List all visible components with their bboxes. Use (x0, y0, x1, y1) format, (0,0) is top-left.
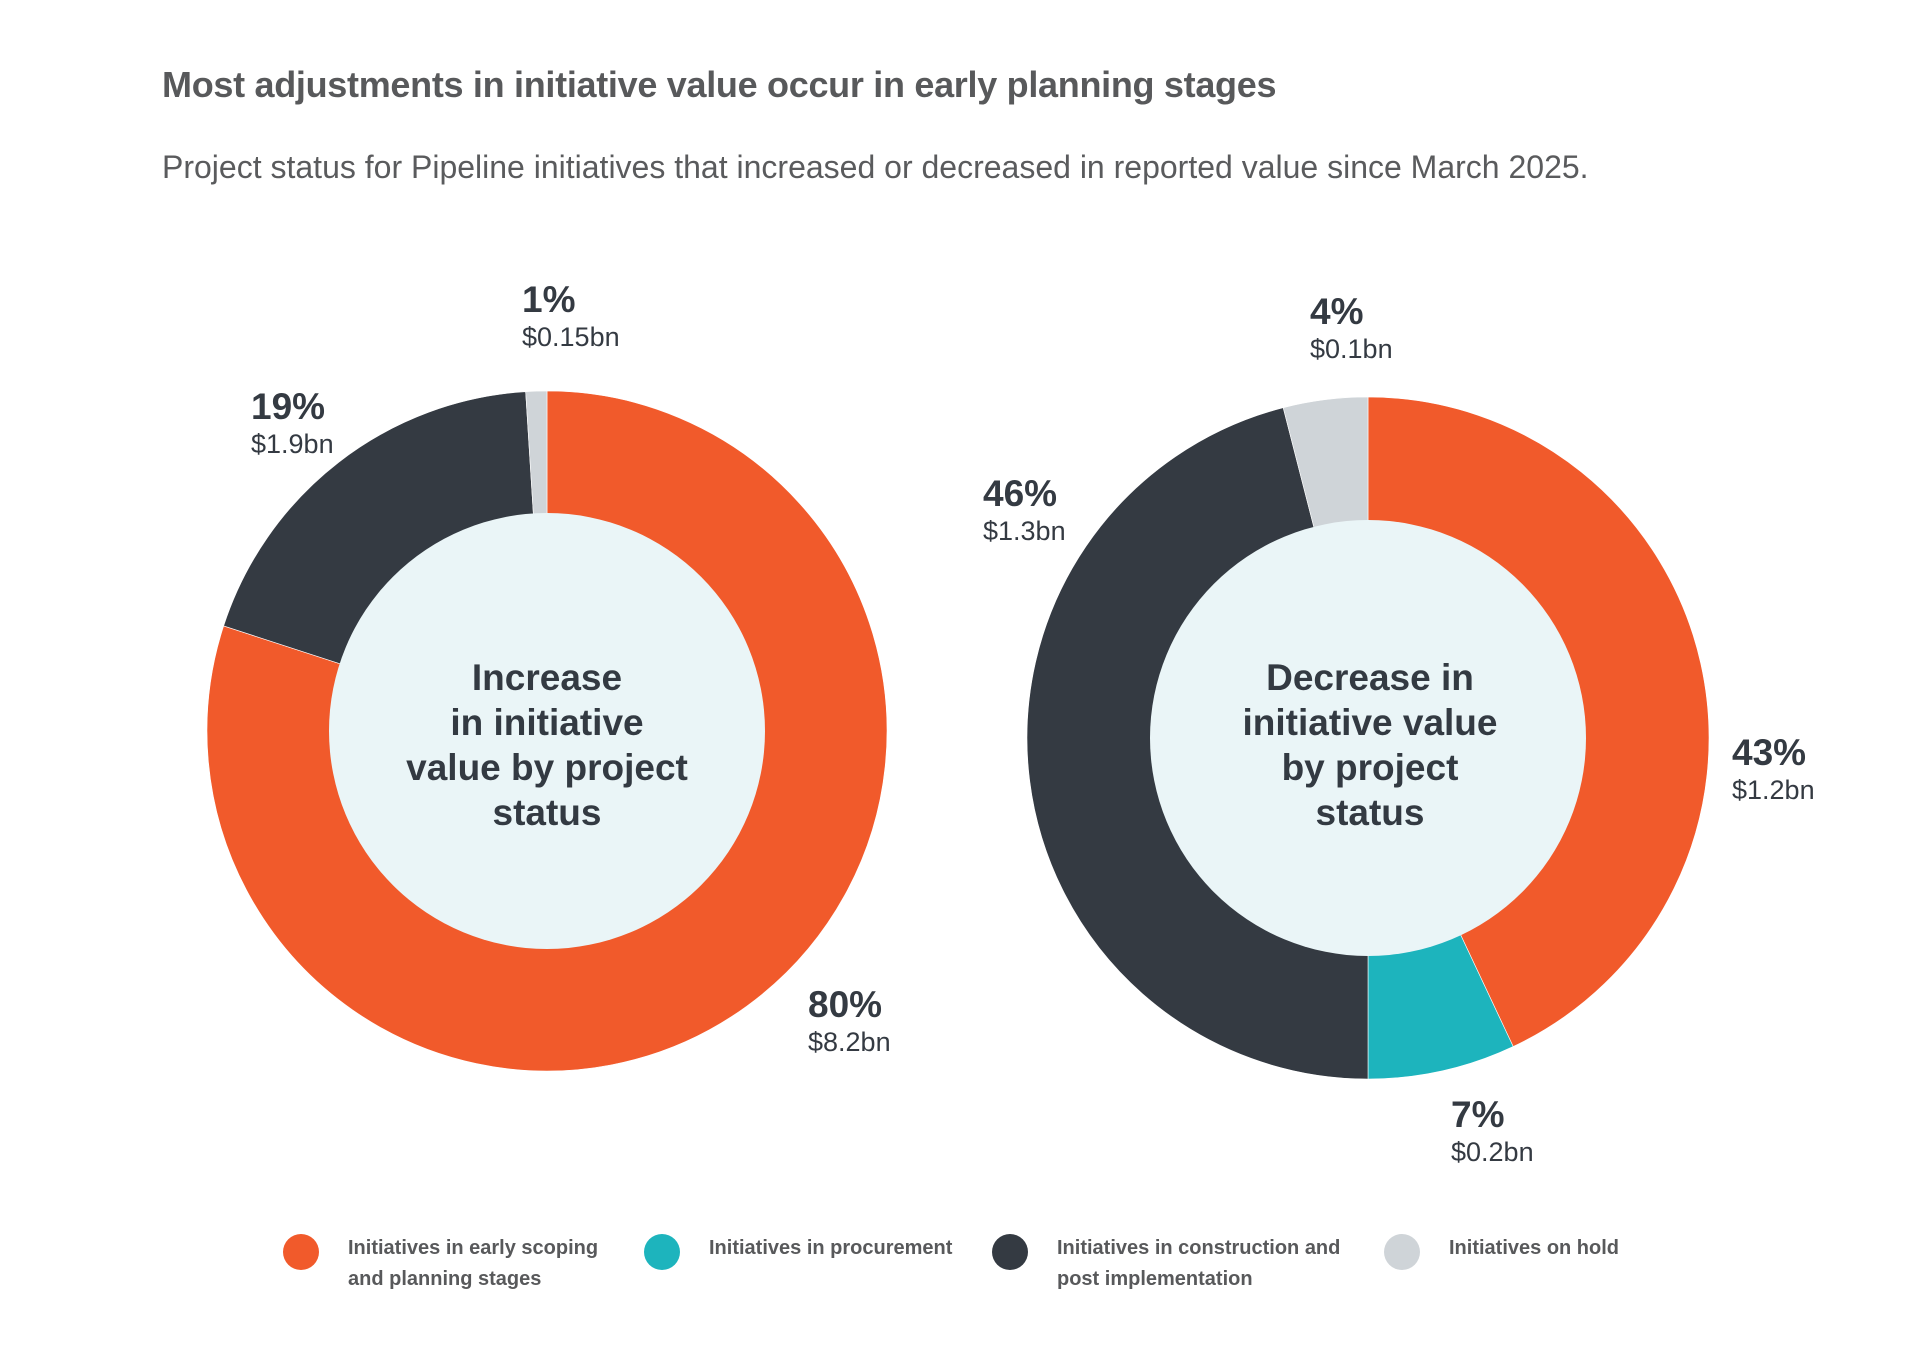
legend-item-on-hold: Initiatives on hold (1384, 1233, 1699, 1270)
legend-label: Initiatives in construction and post imp… (1057, 1237, 1341, 1290)
donut-center (1150, 520, 1586, 956)
center-label-line: status (1315, 792, 1425, 833)
slice-value: $1.9bn (251, 429, 334, 459)
center-label-line: Decrease in (1266, 657, 1474, 698)
legend: Initiatives in early scoping and plannin… (0, 1233, 1920, 1303)
slice-label-increase-on-hold: 1% $0.15bn (522, 280, 620, 354)
slice-percent: 43% (1732, 732, 1807, 773)
legend-label: Initiatives in early scoping and plannin… (348, 1237, 599, 1290)
legend-swatch (644, 1234, 680, 1270)
slice-label-decrease-procurement: 7% $0.2bn (1451, 1095, 1534, 1169)
decrease-donut (1026, 396, 1710, 1080)
slice-percent: 19% (251, 386, 326, 427)
slice-value: $1.3bn (983, 516, 1066, 546)
legend-swatch (992, 1234, 1028, 1270)
slice-value: $0.15bn (522, 322, 620, 352)
legend-label: Initiatives in procurement (709, 1237, 953, 1259)
slice-label-decrease-early-scoping: 43% $1.2bn (1732, 733, 1815, 807)
slice-percent: 1% (522, 279, 576, 320)
slice-percent: 46% (983, 473, 1058, 514)
slice-value: $0.2bn (1451, 1137, 1534, 1167)
donut-center-label-increase: Increase in initiative value by project … (367, 655, 727, 835)
center-label-line: status (492, 792, 602, 833)
slice-value: $8.2bn (808, 1027, 891, 1057)
donut-center-label-decrease: Decrease in initiative value by project … (1190, 655, 1550, 835)
legend-item-early-scoping: Initiatives in early scoping and plannin… (283, 1233, 618, 1295)
slice-percent: 4% (1310, 291, 1364, 332)
legend-label: Initiatives on hold (1449, 1237, 1620, 1259)
center-label-line: in initiative (450, 702, 644, 743)
slice-label-increase-early-scoping: 80% $8.2bn (808, 985, 891, 1059)
center-label-line: Increase (471, 657, 623, 698)
legend-item-construction: Initiatives in construction and post imp… (992, 1233, 1367, 1295)
donut-center (329, 513, 765, 949)
legend-swatch (1384, 1234, 1420, 1270)
slice-label-increase-construction: 19% $1.9bn (251, 387, 334, 461)
slice-label-decrease-on-hold: 4% $0.1bn (1310, 292, 1393, 366)
legend-swatch (283, 1234, 319, 1270)
increase-donut (206, 390, 888, 1072)
chart-subtitle: Project status for Pipeline initiatives … (162, 149, 1589, 185)
slice-percent: 7% (1451, 1094, 1505, 1135)
center-label-line: value by project (406, 747, 688, 788)
center-label-line: initiative value (1242, 702, 1498, 743)
legend-item-procurement: Initiatives in procurement (644, 1233, 999, 1270)
chart-title: Most adjustments in initiative value occ… (162, 64, 1277, 105)
slice-value: $0.1bn (1310, 334, 1393, 364)
center-label-line: by project (1281, 747, 1459, 788)
slice-label-decrease-construction: 46% $1.3bn (983, 474, 1066, 548)
slice-percent: 80% (808, 984, 883, 1025)
slice-value: $1.2bn (1732, 775, 1815, 805)
